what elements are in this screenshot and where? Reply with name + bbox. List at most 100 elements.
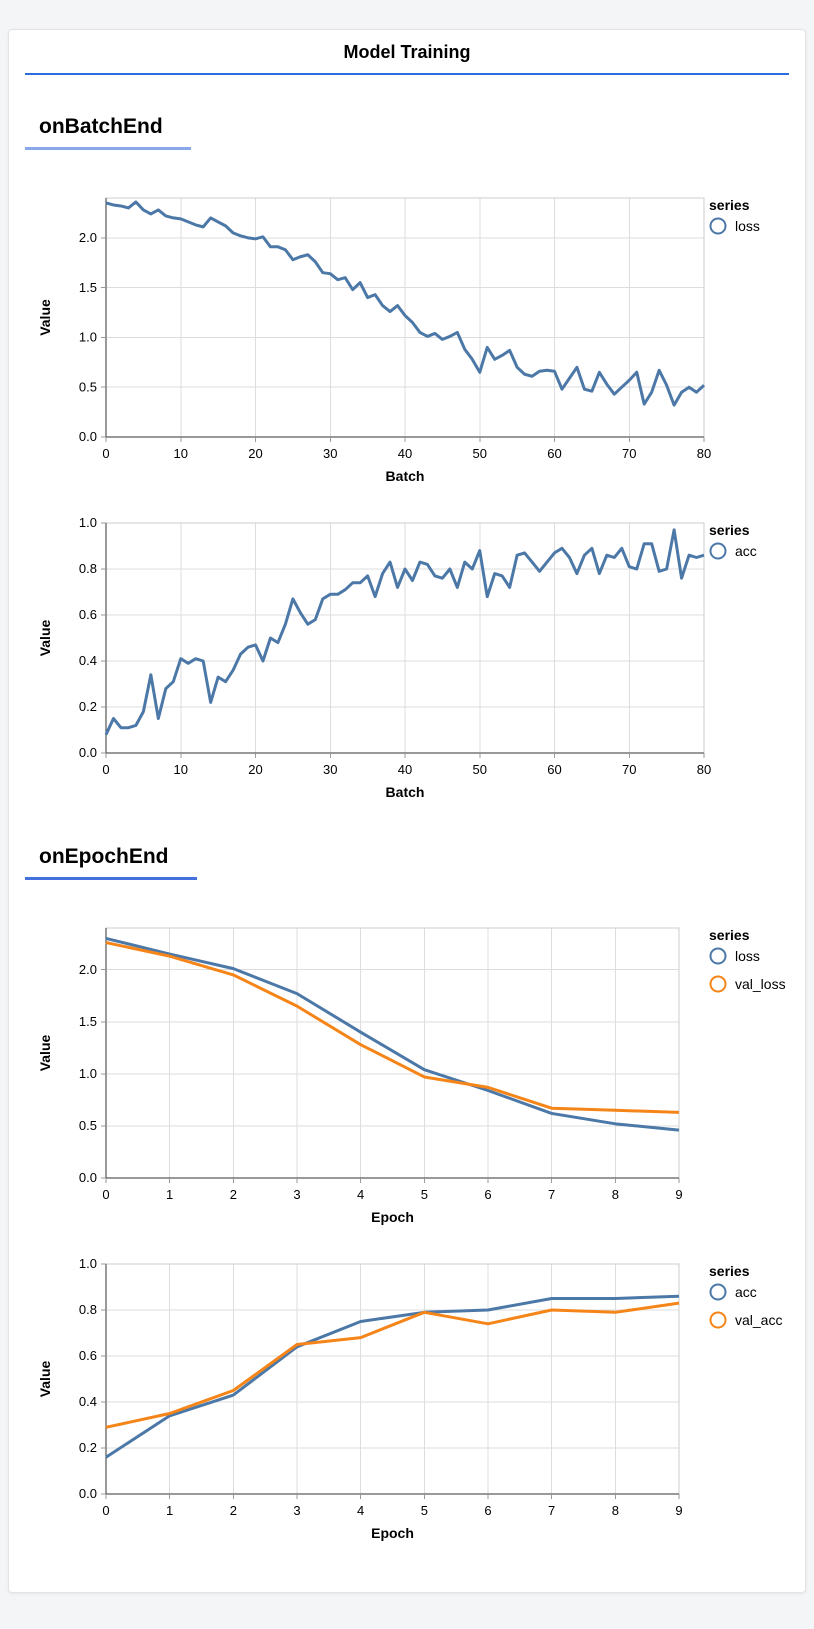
y-tick-label: 0.2 [79, 1440, 97, 1455]
y-tick-label: 0.8 [79, 561, 97, 576]
x-tick-label: 40 [398, 762, 412, 777]
chart-acc-per-epoch: 0 1 2 3 4 5 6 7 8 9 0.0 0.2 0.4 0.6 0.8 1.0 Epoch Value se… [25, 1254, 789, 1546]
y-tick-label: 1.0 [79, 1066, 97, 1081]
y-axis-title: Value [37, 299, 53, 336]
x-tick-label: 6 [484, 1503, 491, 1518]
batch-loss-loss-line [105, 200, 706, 407]
y-tick-label: 0.0 [79, 1170, 97, 1185]
legend-item-label: acc [735, 543, 757, 559]
x-axis-title: Epoch [371, 1525, 414, 1541]
legend-symbol-loss-icon [709, 217, 727, 235]
visor-card: Model Training onBatchEnd 0 10 20 30 40 50 60 7… [8, 29, 806, 1593]
x-tick-label: 20 [248, 762, 262, 777]
x-tick-label: 9 [675, 1503, 682, 1518]
x-axis-title: Epoch [371, 1209, 414, 1225]
x-tick-label: 30 [323, 762, 337, 777]
legend-title: series [709, 1263, 750, 1279]
legend-item-label: val_acc [735, 1312, 782, 1328]
x-tick-label: 5 [421, 1187, 428, 1202]
y-tick-label: 2.0 [79, 230, 97, 245]
y-tick-label: 0.0 [79, 429, 97, 444]
x-tick-label: 0 [102, 1187, 109, 1202]
epoch-loss-val_loss-line [105, 941, 680, 1114]
batch-acc-chart: 0 10 20 30 40 50 60 70 80 0.0 0.2 0.4 0.6 0.8 1.0 Batch… [37, 515, 757, 800]
legend-symbol-val_acc-icon [709, 1311, 727, 1329]
x-tick-label: 60 [547, 762, 561, 777]
y-tick-label: 0.6 [79, 1348, 97, 1363]
legend-symbol-loss-icon [709, 947, 727, 965]
y-tick-label: 0.4 [79, 1394, 97, 1409]
x-tick-label: 4 [357, 1503, 364, 1518]
y-tick-label: 0.0 [79, 1486, 97, 1501]
x-tick-label: 60 [547, 446, 561, 461]
x-tick-label: 0 [102, 446, 109, 461]
x-tick-label: 3 [293, 1503, 300, 1518]
legend-symbol-val_loss-icon [709, 975, 727, 993]
y-tick-label: 0.8 [79, 1302, 97, 1317]
legend-symbol-acc-icon [709, 542, 727, 560]
x-tick-label: 5 [421, 1503, 428, 1518]
legend-title: series [709, 197, 750, 213]
x-tick-label: 1 [166, 1187, 173, 1202]
chart-acc-per-batch: 0 10 20 30 40 50 60 70 80 0.0 0.2 0.4 0.6 0.8 1.0 Batch… [25, 513, 789, 805]
x-tick-label: 9 [675, 1187, 682, 1202]
x-tick-label: 50 [473, 762, 487, 777]
y-tick-label: 1.5 [79, 1014, 97, 1029]
y-tick-label: 0.2 [79, 699, 97, 714]
legend-symbol-acc-icon [709, 1283, 727, 1301]
y-axis-title: Value [37, 1035, 53, 1072]
x-tick-label: 1 [166, 1503, 173, 1518]
plot-border [105, 927, 680, 1179]
y-tick-label: 1.0 [79, 330, 97, 345]
x-tick-label: 2 [230, 1187, 237, 1202]
legend-title: series [709, 522, 750, 538]
epoch-acc-acc-line [105, 1294, 680, 1459]
x-tick-label: 0 [102, 762, 109, 777]
x-tick-label: 4 [357, 1187, 364, 1202]
x-tick-label: 3 [293, 1187, 300, 1202]
y-tick-label: 0.5 [79, 1118, 97, 1133]
x-tick-label: 6 [484, 1187, 491, 1202]
x-tick-label: 70 [622, 446, 636, 461]
x-tick-label: 10 [174, 762, 188, 777]
epoch-loss-chart: 0 1 2 3 4 5 6 7 8 9 0.0 0.5 1.0 1.5 2.0 Epoch Value serie… [37, 927, 786, 1225]
x-tick-label: 40 [398, 446, 412, 461]
x-tick-label: 2 [230, 1503, 237, 1518]
legend-item-label: loss [735, 948, 760, 964]
x-tick-label: 50 [473, 446, 487, 461]
y-tick-label: 1.0 [79, 1256, 97, 1271]
epoch-acc-chart: 0 1 2 3 4 5 6 7 8 9 0.0 0.2 0.4 0.6 0.8 1.0 Epoch Value se… [37, 1256, 782, 1541]
y-tick-label: 2.0 [79, 962, 97, 977]
page-title: Model Training [25, 34, 789, 75]
epoch-loss-loss-line [105, 936, 680, 1132]
y-tick-label: 0.0 [79, 745, 97, 760]
x-tick-label: 8 [612, 1503, 619, 1518]
x-tick-label: 20 [248, 446, 262, 461]
y-tick-label: 0.6 [79, 607, 97, 622]
x-tick-label: 70 [622, 762, 636, 777]
y-tick-label: 0.4 [79, 653, 97, 668]
legend-item-label: loss [735, 218, 760, 234]
y-tick-label: 1.5 [79, 280, 97, 295]
legend-title: series [709, 927, 750, 943]
y-tick-label: 1.0 [79, 515, 97, 530]
chart-loss-per-epoch: 0 1 2 3 4 5 6 7 8 9 0.0 0.5 1.0 1.5 2.0 Epoch Value serie… [25, 918, 789, 1230]
x-tick-label: 80 [697, 446, 711, 461]
batch-loss-chart: 0 10 20 30 40 50 60 70 80 0.0 0.5 1.0 1.5 2.0 Batch Val… [37, 197, 760, 484]
section-header-onEpochEnd: onEpochEnd [25, 845, 197, 880]
legend-item-label: acc [735, 1284, 757, 1300]
batch-acc-acc-line [104, 528, 705, 736]
y-axis-title: Value [37, 1361, 53, 1398]
chart-loss-per-batch: 0 10 20 30 40 50 60 70 80 0.0 0.5 1.0 1.5 2.0 Batch Val… [25, 188, 789, 489]
x-tick-label: 10 [174, 446, 188, 461]
x-tick-label: 80 [697, 762, 711, 777]
x-axis-title: Batch [386, 468, 425, 484]
x-tick-label: 30 [323, 446, 337, 461]
x-axis-title: Batch [386, 784, 425, 800]
x-tick-label: 7 [548, 1503, 555, 1518]
epoch-acc-val_acc-line [105, 1301, 680, 1429]
section-header-onBatchEnd: onBatchEnd [25, 115, 191, 150]
x-tick-label: 8 [612, 1187, 619, 1202]
y-axis-title: Value [37, 620, 53, 657]
y-tick-label: 0.5 [79, 379, 97, 394]
